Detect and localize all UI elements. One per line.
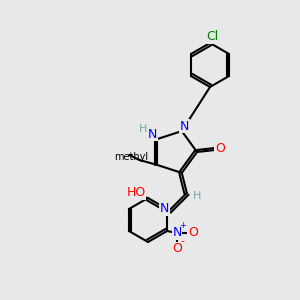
Text: N: N [180, 120, 190, 133]
Text: N: N [160, 202, 170, 215]
Text: HO: HO [126, 187, 146, 200]
Text: Cl: Cl [206, 29, 218, 43]
Text: +: + [179, 221, 186, 230]
Text: N: N [148, 128, 157, 141]
Text: O: O [215, 142, 225, 154]
Text: O: O [188, 226, 198, 239]
Text: H: H [193, 191, 201, 201]
Text: methyl: methyl [114, 152, 148, 162]
Text: -: - [180, 236, 184, 246]
Text: N: N [172, 226, 182, 239]
Text: H: H [139, 124, 147, 134]
Text: O: O [172, 242, 182, 256]
